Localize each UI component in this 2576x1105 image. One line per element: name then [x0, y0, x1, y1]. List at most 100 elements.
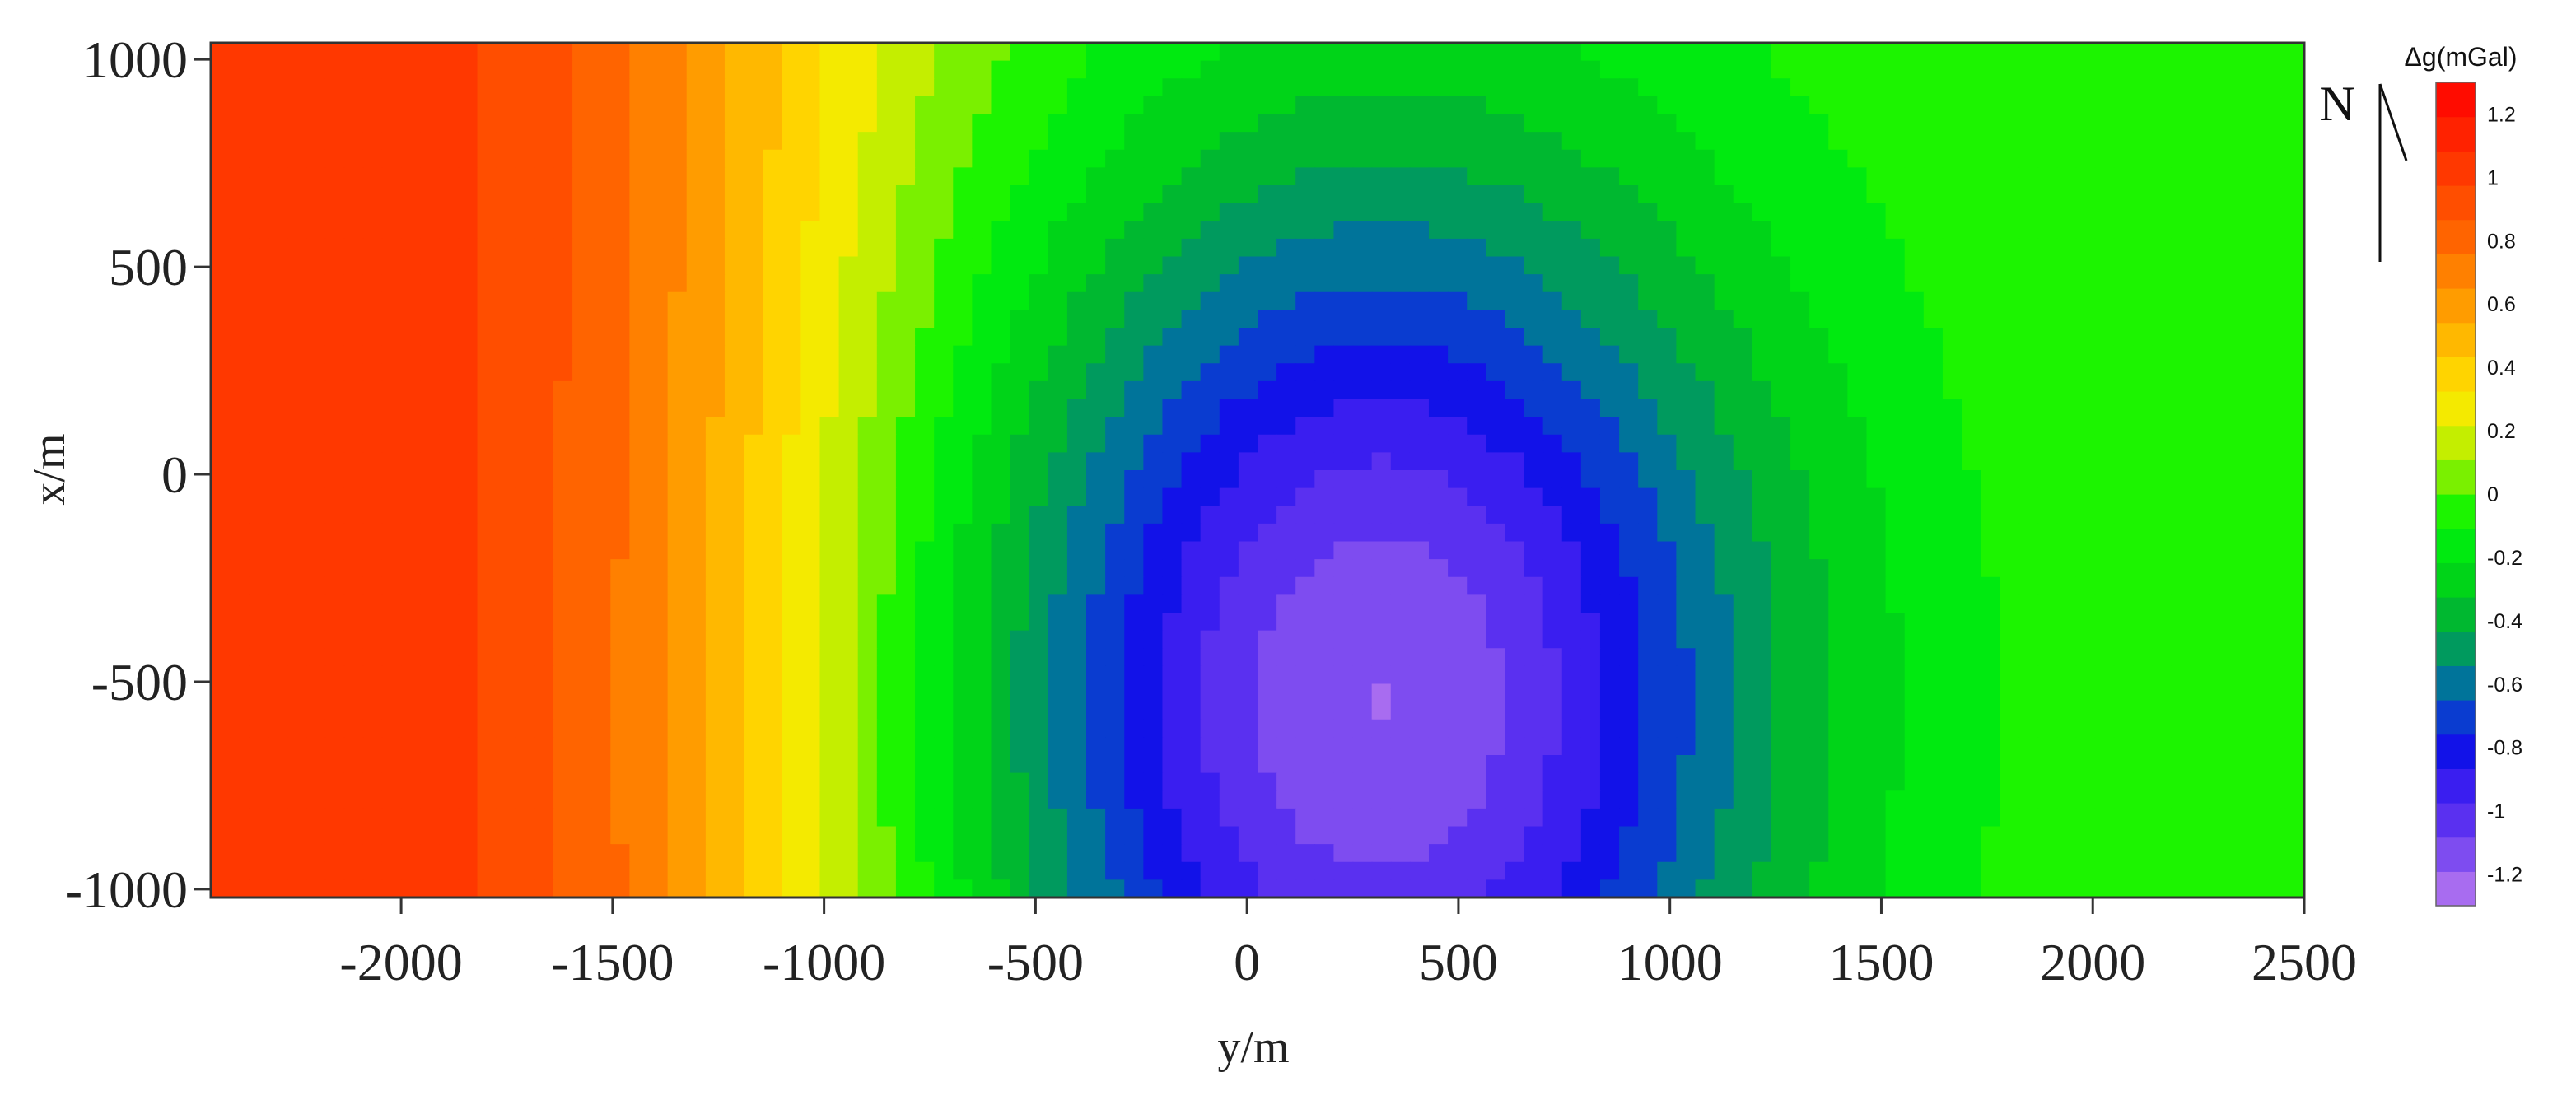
contour-cell	[1714, 417, 1734, 436]
contour-cell	[1086, 380, 1106, 400]
contour-cell	[1676, 60, 1696, 80]
contour-cell	[1505, 434, 1525, 454]
contour-cell	[1561, 826, 1582, 845]
contour-cell	[1086, 310, 1106, 329]
contour-cell	[1029, 132, 1049, 151]
contour-cell	[211, 434, 231, 454]
contour-cell	[857, 310, 878, 329]
contour-cell	[857, 452, 878, 471]
contour-cell	[287, 506, 307, 525]
contour-cell	[401, 363, 421, 382]
contour-cell	[800, 594, 821, 613]
contour-cell	[439, 737, 460, 756]
contour-cell	[972, 523, 992, 543]
contour-cell	[2209, 470, 2229, 489]
contour-cell	[343, 523, 364, 543]
contour-cell	[1276, 576, 1297, 596]
contour-cell	[1981, 345, 2001, 365]
contour-cell	[800, 630, 821, 650]
contour-cell	[1904, 523, 1925, 543]
contour-cell	[343, 683, 364, 702]
contour-cell	[362, 328, 383, 347]
contour-cell	[782, 380, 802, 400]
contour-cell	[1733, 576, 1753, 596]
contour-cell	[1143, 221, 1164, 240]
contour-cell	[686, 613, 707, 632]
contour-cell	[1657, 291, 1678, 311]
contour-cell	[420, 790, 441, 809]
contour-cell	[1010, 630, 1030, 650]
contour-cell	[2094, 185, 2115, 204]
contour-cell	[953, 452, 973, 471]
contour-cell	[838, 60, 859, 80]
contour-cell	[420, 559, 441, 578]
contour-cell	[1676, 523, 1696, 543]
contour-cell	[972, 328, 992, 347]
contour-cell	[534, 132, 554, 151]
contour-cell	[1333, 399, 1354, 417]
contour-cell	[1923, 541, 1944, 560]
contour-cell	[934, 719, 954, 739]
contour-cell	[1258, 683, 1277, 702]
contour-cell	[724, 665, 744, 685]
contour-cell	[306, 719, 326, 739]
contour-cell	[2000, 60, 2020, 80]
contour-cell	[857, 594, 878, 613]
contour-cell	[306, 434, 326, 454]
contour-cell	[629, 114, 650, 133]
contour-cell	[1390, 541, 1411, 560]
contour-cell	[782, 470, 802, 489]
contour-cell	[1295, 576, 1316, 596]
contour-cell	[2228, 132, 2248, 151]
contour-cell	[1448, 506, 1468, 525]
contour-cell	[1828, 683, 1849, 702]
contour-cell	[667, 78, 688, 97]
contour-cell	[439, 380, 460, 400]
contour-cell	[895, 221, 916, 240]
contour-cell	[2056, 613, 2077, 632]
contour-cell	[2190, 434, 2210, 454]
contour-cell	[1276, 808, 1297, 828]
contour-cell	[1295, 719, 1316, 739]
contour-cell	[572, 844, 592, 863]
contour-cell	[1219, 576, 1239, 596]
contour-cell	[1486, 185, 1506, 204]
contour-cell	[591, 256, 612, 275]
contour-cell	[1542, 594, 1563, 613]
contour-cell	[1847, 487, 1868, 507]
contour-cell	[1561, 43, 1582, 62]
contour-cell	[1258, 648, 1277, 667]
contour-cell	[362, 630, 383, 650]
contour-cell	[1599, 452, 1620, 471]
contour-cell	[610, 60, 631, 80]
contour-cell	[2113, 772, 2134, 792]
contour-cell	[1200, 60, 1220, 80]
contour-cell	[1923, 576, 1944, 596]
contour-cell	[211, 132, 231, 151]
contour-cell	[972, 274, 992, 293]
contour-cell	[686, 96, 707, 115]
contour-cell	[895, 470, 916, 489]
contour-cell	[2266, 755, 2286, 774]
contour-cell	[1923, 60, 1944, 80]
contour-cell	[1599, 559, 1620, 578]
contour-cell	[1714, 274, 1734, 293]
contour-cell	[1828, 790, 1849, 809]
contour-cell	[1010, 737, 1030, 756]
contour-cell	[362, 683, 383, 702]
contour-cell	[1086, 755, 1106, 774]
contour-cell	[401, 452, 421, 471]
contour-cell	[934, 541, 954, 560]
contour-cell	[934, 737, 954, 756]
contour-cell	[2018, 826, 2039, 845]
contour-cell	[2000, 719, 2020, 739]
contour-cell	[782, 541, 802, 560]
contour-cell	[2247, 417, 2267, 436]
contour-cell	[496, 185, 516, 204]
contour-cell	[1010, 221, 1030, 240]
contour-cell	[2018, 167, 2039, 186]
contour-cell	[1561, 594, 1582, 613]
contour-cell	[1638, 310, 1659, 329]
contour-cell	[972, 114, 992, 133]
contour-cell	[1010, 238, 1030, 258]
